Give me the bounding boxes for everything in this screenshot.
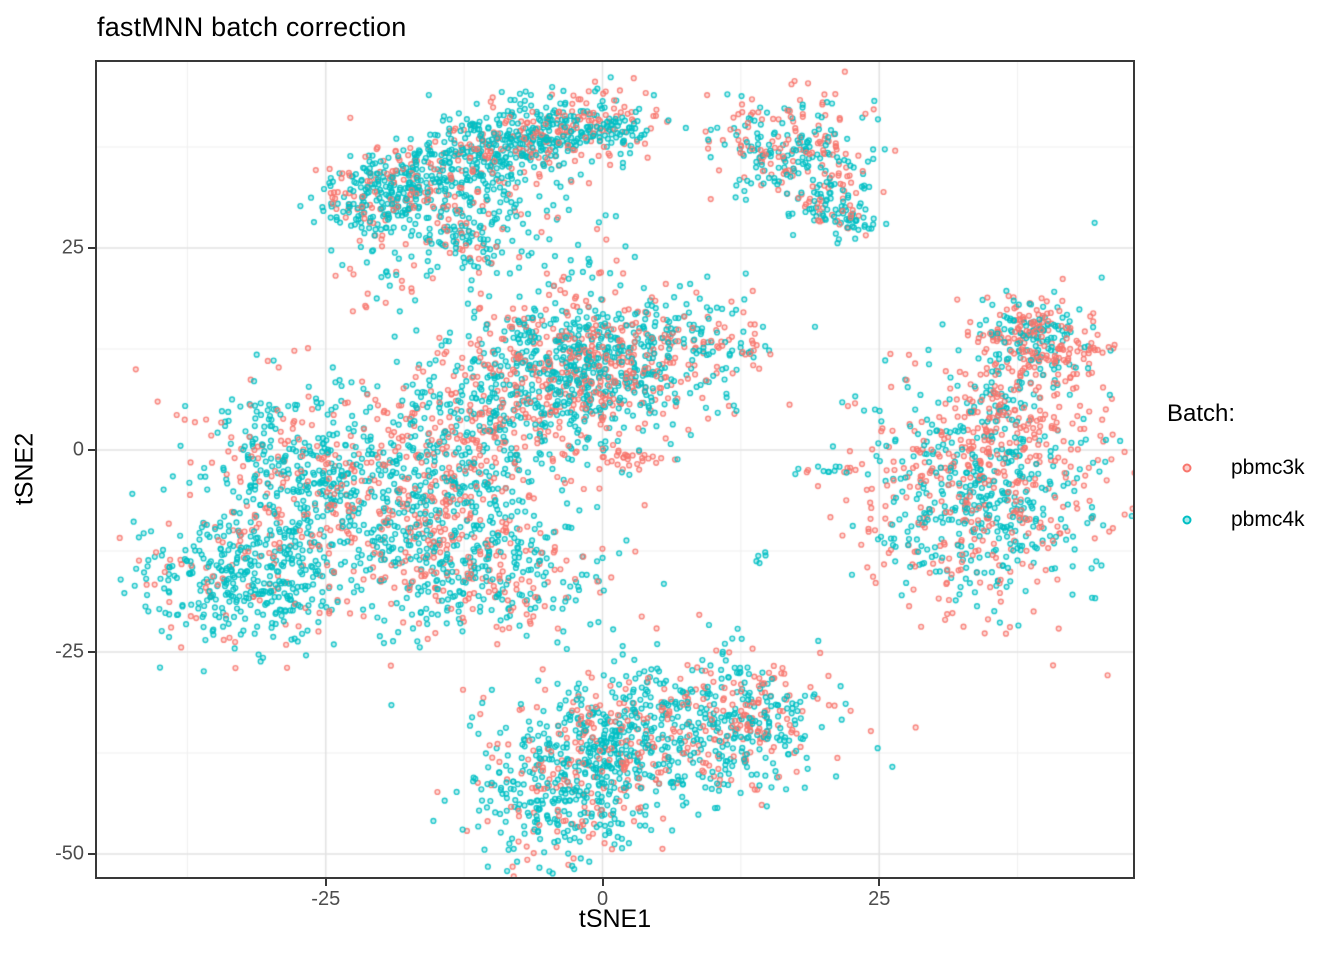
y-axis-title: tSNE2 bbox=[10, 432, 39, 506]
legend-label-pbmc3k: pbmc3k bbox=[1231, 456, 1305, 479]
y-tick-mark bbox=[88, 247, 95, 249]
y-tick-label: -50 bbox=[55, 842, 84, 865]
x-axis-title: tSNE1 bbox=[578, 905, 652, 933]
y-tick-mark bbox=[88, 651, 95, 653]
x-tick-label: 0 bbox=[596, 888, 609, 910]
x-tick-mark bbox=[601, 879, 604, 886]
y-tick-label: 25 bbox=[61, 236, 84, 259]
scatter-canvas bbox=[97, 62, 1133, 877]
legend-swatch-pbmc3k-icon bbox=[1182, 463, 1192, 473]
x-tick-mark bbox=[324, 879, 327, 886]
y-tick-mark bbox=[88, 853, 95, 855]
legend-label-pbmc4k: pbmc4k bbox=[1231, 508, 1305, 531]
x-tick-mark bbox=[878, 879, 881, 886]
legend-title: Batch: bbox=[1167, 400, 1236, 427]
legend-item-pbmc4k: pbmc4k bbox=[1167, 506, 1337, 534]
legend-item-pbmc3k: pbmc3k bbox=[1167, 454, 1337, 482]
y-tick-label: 0 bbox=[72, 438, 84, 461]
x-tick-label: -25 bbox=[311, 888, 341, 910]
x-tick-label: 25 bbox=[868, 888, 891, 910]
y-tick-mark bbox=[88, 449, 95, 451]
plot-title: fastMNN batch correction bbox=[97, 12, 407, 42]
legend: Batch: pbmc3k pbmc4k bbox=[1167, 400, 1337, 558]
legend-swatch-pbmc4k-icon bbox=[1182, 515, 1192, 525]
plot-panel bbox=[95, 60, 1135, 879]
y-tick-label: -25 bbox=[55, 640, 84, 663]
